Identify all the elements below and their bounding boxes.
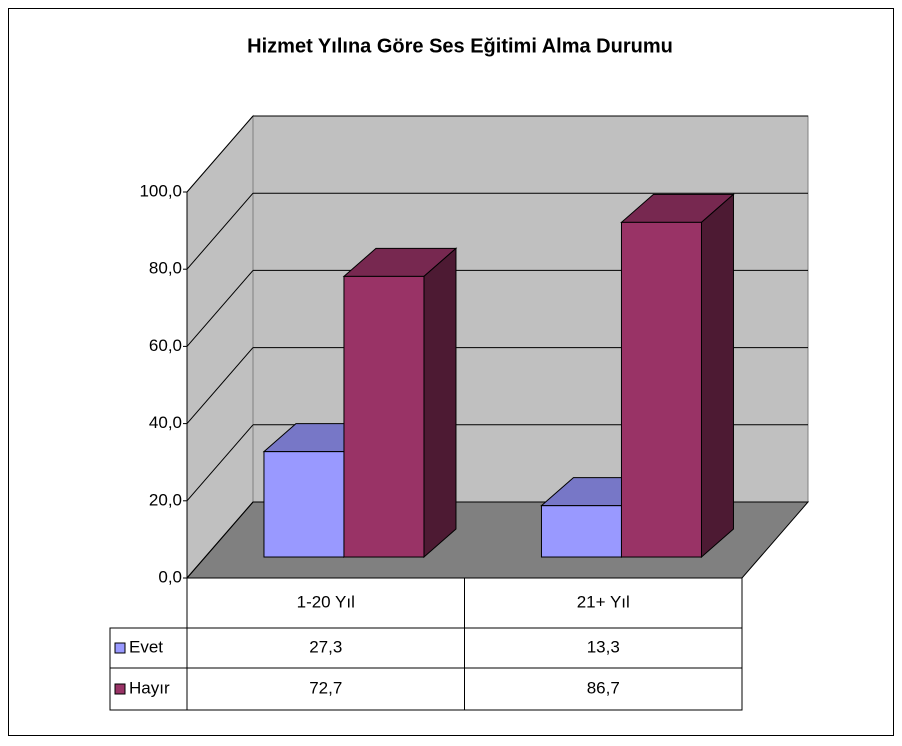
legend-label: Hayır [129, 678, 170, 697]
side-wall [186, 114, 254, 580]
grid-line [186, 424, 254, 502]
y-tick-label: 60,0 [149, 336, 182, 355]
legend-swatch [114, 642, 126, 654]
grid-line [186, 501, 254, 579]
x-tick-label: 1-20 Yıl [297, 592, 355, 611]
bar [620, 221, 702, 558]
grid-line [186, 347, 254, 424]
table-value: 72,7 [309, 678, 342, 697]
bar [540, 505, 622, 558]
grid-line [186, 270, 254, 347]
table-value: 13,3 [587, 637, 620, 656]
y-tick-label: 80,0 [149, 259, 182, 278]
y-tick-label: 100,0 [139, 181, 182, 200]
table-value: 27,3 [309, 637, 342, 656]
bar [343, 275, 425, 558]
grid-line [186, 115, 254, 193]
bar [263, 451, 345, 558]
table-value: 86,7 [587, 678, 620, 697]
legend-swatch [114, 683, 126, 695]
legend-label: Evet [129, 637, 163, 656]
bar-side [700, 193, 734, 559]
x-tick-label: 21+ Yıl [577, 592, 630, 611]
y-tick-label: 40,0 [149, 413, 182, 432]
bar-side [423, 247, 457, 559]
grid-line [186, 192, 254, 270]
y-tick-label: 20,0 [149, 490, 182, 509]
y-tick-label: 0,0 [158, 567, 182, 586]
chart-title: Hizmet Yılına Göre Ses Eğitimi Alma Duru… [247, 35, 673, 57]
